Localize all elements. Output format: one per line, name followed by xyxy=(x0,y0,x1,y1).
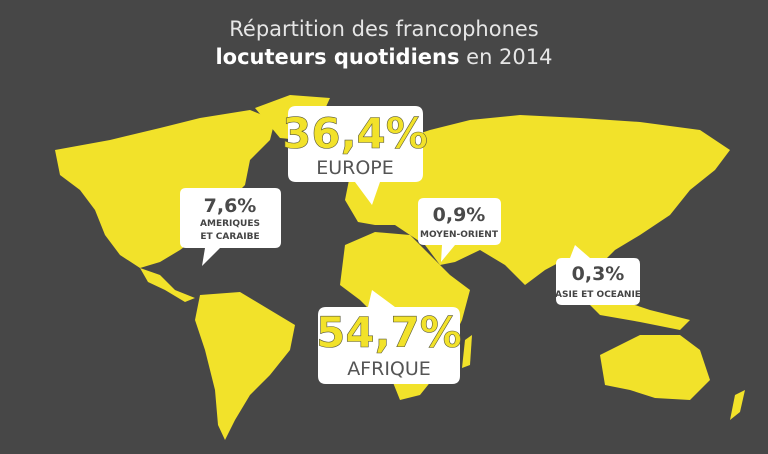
share: 0,3% xyxy=(572,263,625,285)
region-name: AFRIQUE xyxy=(347,358,431,380)
australia xyxy=(600,335,710,400)
region-name: ET CARAIBE xyxy=(200,232,259,242)
callout-americas xyxy=(180,188,281,266)
title-line2: locuteurs quotidiens en 2014 xyxy=(215,45,552,69)
callout-africa xyxy=(318,290,460,384)
region-name: ASIE ET OCEANIE xyxy=(555,290,641,300)
north-america xyxy=(55,110,275,268)
region-name: MOYEN-ORIENT xyxy=(420,230,499,240)
callouts: 36,4% EUROPE 7,6% AMERIQUES ET CARAIBE 0… xyxy=(180,106,641,384)
central-america xyxy=(140,268,195,302)
new-zealand xyxy=(730,390,745,420)
callout-middle-east xyxy=(418,198,501,262)
share: 54,7% xyxy=(316,308,462,357)
title-line1: Répartition des francophones xyxy=(229,17,539,41)
share: 7,6% xyxy=(204,195,257,217)
madagascar xyxy=(462,335,472,368)
title-bold: locuteurs quotidiens xyxy=(215,45,459,69)
callout-asia xyxy=(556,245,640,305)
callout-europe xyxy=(288,106,423,205)
region-name: EUROPE xyxy=(316,157,394,179)
region-name: AMERIQUES xyxy=(200,219,260,229)
share: 36,4% xyxy=(282,109,428,158)
share: 0,9% xyxy=(433,204,486,226)
title-rest: en 2014 xyxy=(466,45,552,69)
south-america xyxy=(195,292,295,440)
